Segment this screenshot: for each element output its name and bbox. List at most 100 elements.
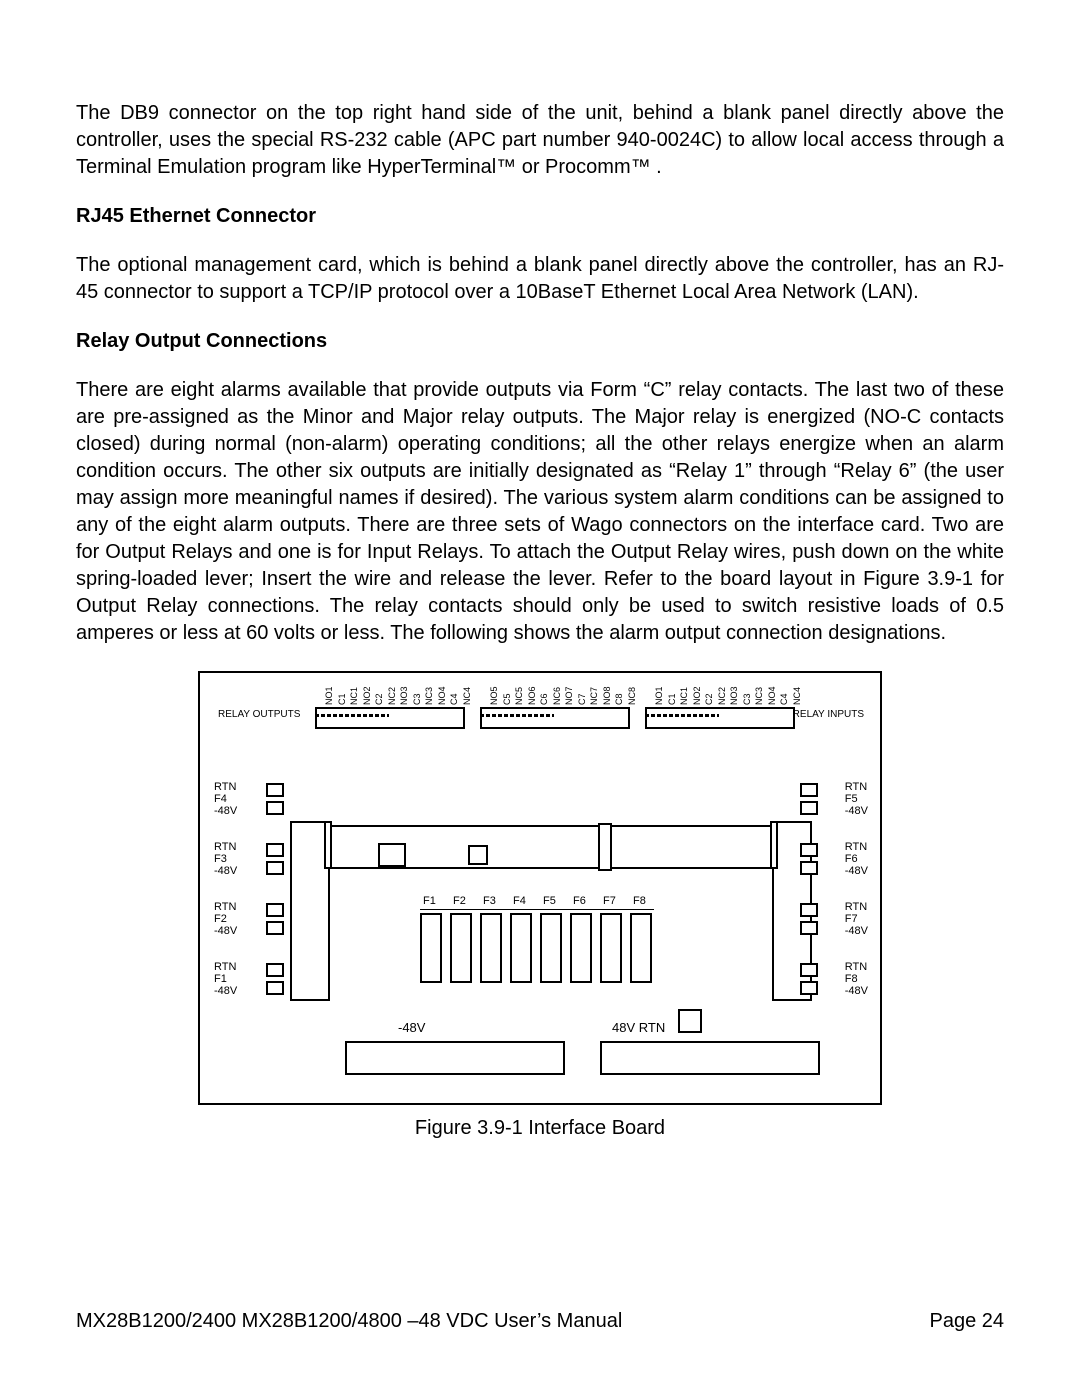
right-fuse-connector — [800, 921, 818, 935]
footer-right: Page 24 — [929, 1310, 1004, 1333]
pin-label: C6 — [540, 693, 549, 705]
voltage-rtn-label: 48V RTN — [612, 1021, 665, 1035]
relay-inputs-label: RELAY INPUTS — [793, 709, 864, 720]
pin-label: NC2 — [718, 687, 727, 705]
fuse-label: F4 — [513, 895, 526, 907]
left-fuse-label: RTNF4-48V — [214, 781, 237, 817]
pin-label: C4 — [780, 693, 789, 705]
paragraph-rj45: The optional management card, which is b… — [76, 252, 1004, 306]
bar-component — [598, 823, 612, 871]
fuse-block — [570, 913, 592, 983]
pin-label: C2 — [705, 693, 714, 705]
fuse-block — [600, 913, 622, 983]
pin-label: C7 — [578, 693, 587, 705]
pin-label: NO4 — [768, 686, 777, 705]
left-fuse-connector — [266, 963, 284, 977]
heading-rj45: RJ45 Ethernet Connector — [76, 205, 1004, 228]
left-fuse-label: RTNF3-48V — [214, 841, 237, 877]
relay-outputs-label: RELAY OUTPUTS — [218, 709, 300, 720]
left-fuse-connector — [266, 903, 284, 917]
left-fuse-label: RTNF1-48V — [214, 961, 237, 997]
left-fuse-connector — [266, 861, 284, 875]
pin-label: C3 — [743, 693, 752, 705]
footer-left: MX28B1200/2400 MX28B1200/4800 –48 VDC Us… — [76, 1310, 622, 1333]
pin-label: NC6 — [553, 687, 562, 705]
left-fuse-connector — [266, 843, 284, 857]
pin-label: NC4 — [463, 687, 472, 705]
pin-label: NC1 — [350, 687, 359, 705]
fuse-block — [480, 913, 502, 983]
figure-caption: Figure 3.9-1 Interface Board — [76, 1117, 1004, 1140]
pin-label: NC2 — [388, 687, 397, 705]
left-fuse-connector — [266, 801, 284, 815]
pin-label: NC3 — [755, 687, 764, 705]
pin-label: NO3 — [400, 686, 409, 705]
pin-label: C1 — [338, 693, 347, 705]
bottom-block — [345, 1041, 565, 1075]
fuse-label: F3 — [483, 895, 496, 907]
pin-label: C2 — [375, 693, 384, 705]
right-fuse-connector — [800, 843, 818, 857]
top-connector-teeth — [317, 709, 463, 717]
left-fuse-connector — [266, 981, 284, 995]
pin-label: NO2 — [693, 686, 702, 705]
pin-label: NO2 — [363, 686, 372, 705]
right-fuse-label: RTNF5-48V — [845, 781, 868, 817]
pin-label: NO3 — [730, 686, 739, 705]
pin-label: C3 — [413, 693, 422, 705]
pin-label: C4 — [450, 693, 459, 705]
right-fuse-label: RTNF7-48V — [845, 901, 868, 937]
fuse-block — [510, 913, 532, 983]
paragraph-db9: The DB9 connector on the top right hand … — [76, 100, 1004, 181]
bar-cap — [770, 821, 778, 869]
pin-label: NO1 — [655, 686, 664, 705]
fuse-label: F5 — [543, 895, 556, 907]
pin-label: C1 — [668, 693, 677, 705]
right-fuse-connector — [800, 783, 818, 797]
fuse-row-underline — [420, 909, 654, 910]
fuse-block — [540, 913, 562, 983]
pin-label: NO8 — [603, 686, 612, 705]
fuse-block — [420, 913, 442, 983]
pin-label: NO1 — [325, 686, 334, 705]
pin-label: NC8 — [628, 687, 637, 705]
pin-label: NO5 — [490, 686, 499, 705]
voltage-neg-label: -48V — [398, 1021, 425, 1035]
pin-label: C5 — [503, 693, 512, 705]
left-fuse-label: RTNF2-48V — [214, 901, 237, 937]
right-fuse-connector — [800, 861, 818, 875]
right-fuse-label: RTNF6-48V — [845, 841, 868, 877]
fuse-label: F7 — [603, 895, 616, 907]
left-fuse-connector — [266, 921, 284, 935]
top-connector-teeth — [647, 709, 793, 717]
fuse-block — [450, 913, 472, 983]
pin-label: NO4 — [438, 686, 447, 705]
pin-label: NO7 — [565, 686, 574, 705]
fuse-block — [630, 913, 652, 983]
left-fuse-connector — [266, 783, 284, 797]
interface-board-figure: RELAY OUTPUTSRELAY INPUTSNO1C1NC1NO2C2NC… — [198, 671, 882, 1105]
pin-label: NC5 — [515, 687, 524, 705]
bar-component — [468, 845, 488, 865]
fuse-label: F1 — [423, 895, 436, 907]
pin-label: NC4 — [793, 687, 802, 705]
top-connector-teeth — [482, 709, 628, 717]
paragraph-relay: There are eight alarms available that pr… — [76, 377, 1004, 647]
heading-relay: Relay Output Connections — [76, 330, 1004, 353]
bar-component — [378, 843, 406, 867]
pin-label: C8 — [615, 693, 624, 705]
bottom-notch — [678, 1009, 702, 1033]
right-fuse-connector — [800, 963, 818, 977]
fuse-label: F6 — [573, 895, 586, 907]
pin-label: NC3 — [425, 687, 434, 705]
right-fuse-label: RTNF8-48V — [845, 961, 868, 997]
fuse-label: F8 — [633, 895, 646, 907]
right-fuse-connector — [800, 981, 818, 995]
right-fuse-connector — [800, 801, 818, 815]
pin-label: NC1 — [680, 687, 689, 705]
bottom-block — [600, 1041, 820, 1075]
pin-label: NO6 — [528, 686, 537, 705]
right-fuse-connector — [800, 903, 818, 917]
fuse-label: F2 — [453, 895, 466, 907]
pin-label: NC7 — [590, 687, 599, 705]
